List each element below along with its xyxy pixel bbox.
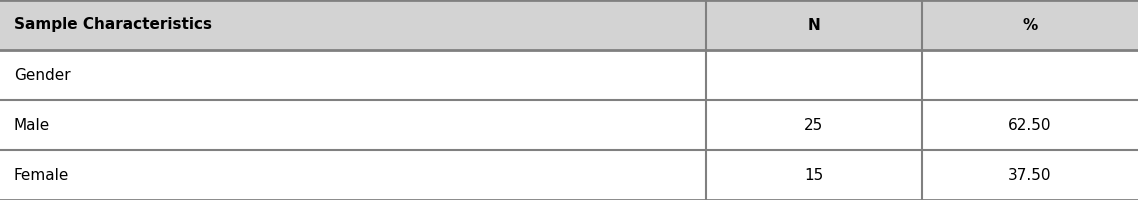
Bar — [0, 0, 1138, 50]
Text: 15: 15 — [805, 168, 823, 182]
Text: Sample Characteristics: Sample Characteristics — [14, 18, 212, 32]
Text: %: % — [1022, 18, 1038, 32]
Text: 62.50: 62.50 — [1008, 117, 1052, 132]
Text: Female: Female — [14, 168, 69, 182]
Text: N: N — [807, 18, 820, 32]
Text: Gender: Gender — [14, 68, 71, 82]
Text: Male: Male — [14, 117, 50, 132]
Text: 25: 25 — [805, 117, 823, 132]
Text: 37.50: 37.50 — [1008, 168, 1052, 182]
